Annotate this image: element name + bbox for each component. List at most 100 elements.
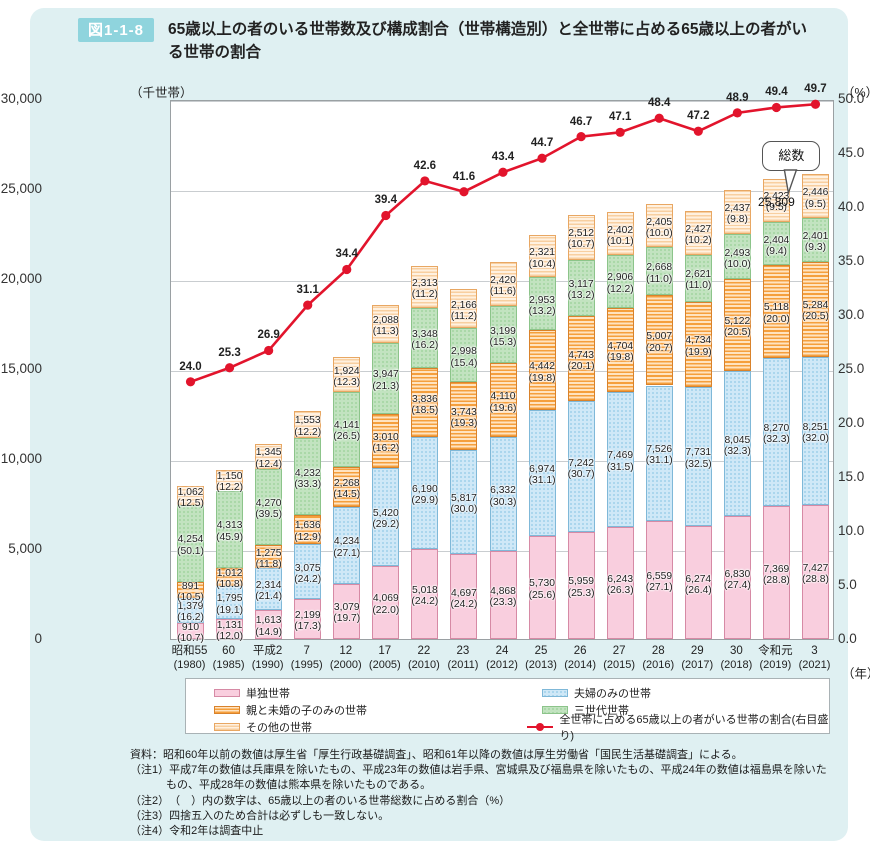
legend-swatch-icon: [214, 688, 240, 697]
ratio-point-label: 25.3: [218, 346, 241, 359]
y-tick-right: 10.0: [838, 523, 865, 538]
x-tick-label: 24 (2012): [486, 645, 518, 671]
bar-segment: [333, 392, 361, 467]
stacked-bar: [255, 444, 283, 639]
bar-segment: [450, 289, 478, 329]
bar-segment: [216, 568, 244, 587]
note-text: 資料：昭和60年以前の数値は厚生省「厚生行政基礎調査」、昭和61年以降の数値は厚…: [130, 749, 743, 761]
callout-tail: [783, 169, 798, 196]
legend-item-sansedai: 三世代世帯: [542, 702, 629, 718]
bar-segment: [801, 505, 829, 639]
legend-item-oya-mikon: 親と未婚の子のみの世帯: [214, 702, 542, 718]
ratio-point-label: 42.6: [413, 159, 437, 172]
figure-number: 図1-1-8: [78, 18, 155, 42]
figure-panel: 図1-1-8 65歳以上の者のいる世帯数及び構成割合（世帯構造別）と全世帯に占め…: [1, 8, 870, 841]
line-marker-icon: [527, 722, 554, 732]
note-source: 資料：昭和60年以前の数値は厚生省「厚生行政基礎調査」、昭和61年以降の数値は厚…: [130, 748, 850, 763]
bar-segment: [723, 279, 751, 372]
bar-segment: [567, 531, 595, 639]
legend-label: 単独世帯: [246, 687, 290, 700]
y-tick-left: 0: [34, 631, 42, 646]
note-tag: （注4）: [130, 825, 170, 838]
ratio-point-label: 34.4: [335, 248, 358, 261]
bar-segment: [489, 305, 517, 364]
stacked-bar: [411, 266, 439, 639]
note-3: （注3） 四捨五入のため合計は必ずしも一致しない。: [130, 809, 850, 824]
y-tick-right: 35.0: [838, 253, 865, 268]
bar-segment: [372, 414, 400, 469]
bar-segment: [411, 266, 439, 308]
x-tick-label: 令和元 (2019): [758, 645, 793, 671]
bar-segment: [762, 178, 790, 223]
ratio-point-label: 26.9: [257, 329, 280, 342]
ratio-point-label: 31.1: [296, 284, 319, 297]
legend-item-sonota: その他の世帯: [214, 719, 527, 735]
ratio-line-point: [381, 210, 391, 221]
ratio-point-label: 43.4: [491, 151, 515, 164]
stacked-bar: [762, 178, 790, 639]
x-tick-label: 29 (2017): [681, 645, 714, 671]
ratio-line-point: [185, 377, 196, 387]
bar-segment: [333, 507, 361, 584]
ratio-point-label: 39.4: [374, 194, 398, 207]
bar-segment: [645, 247, 673, 296]
bar-segment: [294, 544, 322, 600]
figure-title: 65歳以上の者のいる世帯数及び構成割合（世帯構造別）と全世帯に占める65歳以上の…: [168, 21, 808, 61]
note-text: 令和2年は調査中止: [169, 825, 264, 838]
ratio-line-point: [732, 108, 742, 118]
ratio-point-label: 48.4: [648, 97, 671, 110]
x-tick-label: 昭和55 (1980): [171, 645, 208, 671]
ratio-point-label: 44.7: [530, 137, 554, 150]
bar-segment: [489, 437, 517, 552]
figure-header: 図1-1-8 65歳以上の者のいる世帯数及び構成割合（世帯構造別）と全世帯に占め…: [78, 18, 828, 72]
bar-segment: [606, 307, 634, 393]
y-tick-left: 15,000: [0, 361, 42, 376]
x-tick-label: 30 (2018): [720, 645, 753, 671]
legend-label: 三世代世帯: [574, 704, 629, 717]
ratio-line-point: [303, 300, 313, 310]
bar-segment: [684, 210, 712, 255]
x-tick-label: 23 (2011): [447, 645, 479, 671]
stacked-bar: [645, 204, 673, 639]
ratio-point-label: 46.7: [569, 115, 593, 128]
y-tick-left: 5,000: [8, 541, 42, 556]
bar-segment: [372, 468, 400, 566]
x-tick-label: 22 (2010): [407, 645, 440, 671]
bar-segment: [528, 277, 556, 331]
bar-segment: [801, 218, 829, 262]
bar-segment: [177, 597, 205, 623]
bar-segment: [411, 368, 439, 438]
bar-segment: [684, 254, 712, 302]
legend: 単独世帯 夫婦のみの世帯 親と未婚の子のみの世帯 三世代世帯 その他の世帯: [185, 678, 830, 742]
y-tick-right: 50.0: [838, 91, 865, 106]
bar-segment: [567, 316, 595, 402]
x-tick-label: 25 (2013): [525, 645, 557, 671]
legend-swatch-icon: [214, 705, 240, 714]
y-tick-right: 40.0: [838, 199, 865, 214]
ratio-line-point: [615, 127, 625, 137]
x-axis-unit: （年）: [842, 667, 870, 681]
x-tick-label: 28 (2016): [642, 645, 675, 671]
legend-swatch-icon: [542, 688, 568, 697]
bar-segment: [645, 295, 673, 386]
x-tick-label: 12 (2000): [329, 645, 362, 671]
ratio-line-point: [576, 132, 586, 142]
bar-segment: [372, 305, 400, 343]
y-tick-right: 45.0: [838, 145, 865, 160]
bar-segment: [762, 222, 790, 266]
note-text: 四捨五入のため合計は必ずしも一致しない。: [169, 809, 390, 822]
bar-segment: [567, 259, 595, 317]
legend-swatch-icon: [214, 722, 240, 731]
bar-segment: [294, 410, 322, 439]
bar-segment: [333, 583, 361, 639]
y-tick-left: 30,000: [0, 91, 42, 106]
x-tick-label: 7 (1995): [290, 645, 323, 671]
bar-segment: [606, 526, 634, 639]
stacked-bar: [450, 289, 478, 639]
bar-segment: [255, 444, 283, 469]
bar-segment: [567, 214, 595, 260]
ratio-line-point: [498, 167, 508, 177]
stacked-bar: [294, 410, 322, 639]
bar-segment: [177, 622, 205, 639]
ratio-line-point: [224, 363, 235, 373]
